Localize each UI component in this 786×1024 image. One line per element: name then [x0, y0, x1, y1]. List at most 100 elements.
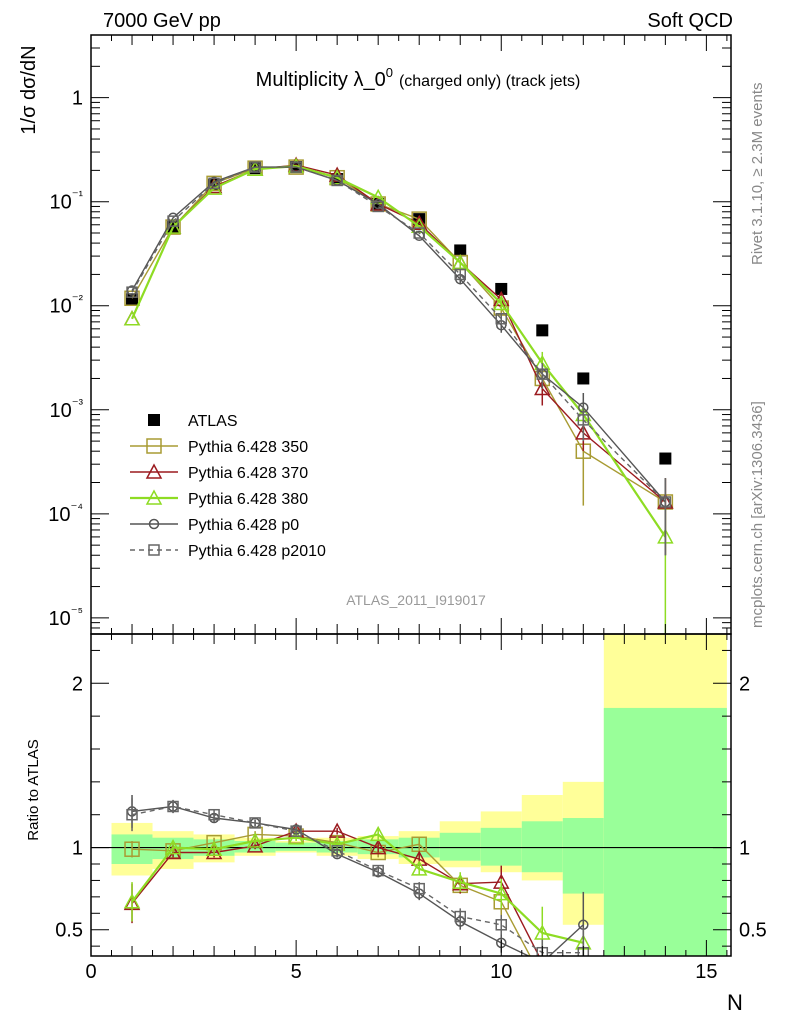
ratio-point	[451, 873, 469, 889]
ratio-point	[369, 838, 387, 855]
ratio-point	[410, 860, 428, 876]
ratio-line	[131, 805, 584, 954]
data-point	[577, 414, 590, 426]
y-tick-label: 10⁻³	[50, 396, 84, 422]
ratio-point	[205, 840, 223, 856]
ratio-y-tick-label: 2	[72, 673, 83, 695]
ratio-y-axis-label: Ratio to ATLAS	[25, 739, 42, 840]
analysis-label: ATLAS_2011_I919017	[346, 592, 486, 608]
ratio-point	[541, 953, 544, 956]
ratio-series-pythia-6-428-p2010	[126, 798, 590, 956]
legend-item-atlas: ATLAS	[148, 413, 238, 430]
ratio-y-tick-label: 1	[72, 838, 83, 860]
ratio-y-tick-label-right: 2	[739, 673, 750, 695]
main-y-axis-label: 1/σ dσ/dN	[18, 45, 40, 134]
ratio-y-tick-label-right: 1	[739, 838, 750, 860]
series-pythia-6-428-p2010	[126, 161, 672, 556]
data-point	[249, 161, 261, 173]
data-point	[208, 177, 220, 190]
legend-item-pythia-6-428-p0: Pythia 6.428 p0	[130, 517, 299, 534]
x-tick-label: 10	[490, 961, 512, 983]
data-point	[167, 215, 179, 227]
ratio-point	[290, 825, 302, 837]
ratio-point	[167, 800, 179, 813]
ratio-point	[331, 845, 343, 857]
data-point	[454, 268, 466, 281]
legend-label: Pythia 6.428 380	[188, 491, 308, 508]
data-point	[126, 286, 138, 298]
ratio-point	[495, 919, 508, 931]
series-pythia-6-428-380	[123, 157, 674, 634]
x-axis-label: N	[727, 990, 743, 1015]
ratio-point	[205, 843, 223, 860]
data-point	[331, 174, 343, 187]
ratio-band-green	[603, 707, 727, 956]
main-frame	[90, 34, 732, 635]
ratio-y-tick-label-right: 0.5	[739, 920, 767, 942]
legend-label: Pythia 6.428 p0	[188, 517, 299, 534]
data-point	[495, 312, 508, 325]
header-left: 7000 GeV pp	[103, 10, 221, 32]
ratio-point	[287, 829, 305, 845]
ratio-band-green	[521, 821, 563, 873]
legend-label: Pythia 6.428 p2010	[188, 543, 326, 560]
data-point	[534, 379, 551, 396]
legend-label: Pythia 6.428 370	[188, 465, 308, 482]
plot-title-suffix: (charged only) (track jets)	[399, 73, 580, 90]
ratio-point	[126, 808, 138, 821]
ratio-point	[208, 808, 220, 821]
ratio-point	[534, 924, 551, 940]
data-point	[413, 227, 425, 239]
plot-title: Multiplicity λ_00(charged only) (track j…	[256, 65, 581, 91]
ratio-point	[493, 884, 510, 901]
ratio-point	[164, 838, 182, 855]
ratio-point	[413, 882, 425, 895]
legend-marker	[148, 414, 160, 426]
y-tick-label: 10⁻²	[50, 292, 84, 318]
ratio-band-green	[480, 827, 522, 866]
legend-item-pythia-6-428-p2010: Pythia 6.428 p2010	[130, 543, 326, 560]
ratio-line	[131, 805, 584, 956]
data-point	[126, 293, 139, 306]
ratio-point	[576, 980, 590, 993]
ratio-point	[576, 988, 590, 1002]
data-point	[536, 324, 549, 337]
ratio-point	[123, 893, 141, 909]
data-point	[123, 310, 141, 326]
x-tick-label: 15	[695, 961, 717, 983]
axes-layer: 0 5 10 15 1 10⁻¹ 10⁻² 10⁻³ 10⁻⁴ 10⁻⁵ 2 2 1 1 0.5 0.5	[48, 34, 767, 983]
ratio-point	[246, 837, 264, 853]
data-point	[493, 294, 510, 311]
data-point	[454, 244, 467, 257]
legend-marker	[145, 463, 163, 479]
legend-item-pythia-6-428-380: Pythia 6.428 380	[130, 489, 308, 508]
data-point	[495, 282, 508, 295]
ratio-y-tick-label: 0.5	[55, 920, 83, 942]
legend-marker	[146, 438, 162, 454]
y-tick-label: 10⁻¹	[50, 188, 84, 214]
ratio-band-green	[275, 842, 317, 851]
legend-marker	[145, 489, 163, 505]
y-tick-label: 1	[72, 88, 83, 110]
ratio-point	[249, 817, 261, 829]
x-tick-label: 5	[291, 961, 302, 983]
plot-title-superscript: 0	[386, 65, 393, 80]
data-point	[372, 200, 384, 213]
legend-item-pythia-6-428-350: Pythia 6.428 350	[130, 438, 308, 456]
ratio-band-green	[439, 832, 481, 861]
data-point	[577, 372, 590, 385]
data-point	[659, 452, 672, 465]
ratio-point	[372, 864, 384, 877]
mcplots-label: mcplots.cern.ch [arXiv:1306.3436]	[749, 401, 766, 628]
legend-label: Pythia 6.428 350	[188, 439, 308, 456]
data-point	[290, 161, 302, 173]
legend-item-pythia-6-428-370: Pythia 6.428 370	[130, 463, 308, 482]
data-point	[659, 496, 672, 508]
y-tick-label: 10⁻⁴	[48, 500, 83, 526]
ratio-point	[124, 841, 140, 857]
ratio-point	[246, 832, 264, 848]
legend: ATLAS Pythia 6.428 350 Pythia 6.428 370 Pyt…	[130, 413, 326, 560]
ratio-point	[454, 910, 466, 923]
ratio-point	[538, 958, 547, 967]
